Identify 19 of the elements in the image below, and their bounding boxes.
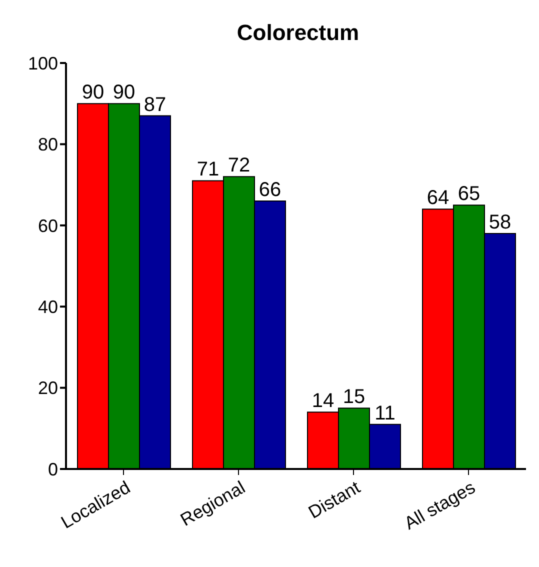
data-label: 64 (426, 187, 450, 210)
chart-title: Colorectum (236, 20, 360, 46)
y-tick-label: 100 (28, 53, 58, 74)
data-label: 72 (228, 154, 250, 177)
y-tick-label: 40 (38, 296, 58, 317)
y-tick-label: 20 (38, 378, 58, 398)
data-label: 11 (374, 402, 396, 424)
data-label: 65 (458, 183, 480, 206)
data-label: 90 (82, 82, 104, 104)
data-label: 14 (312, 390, 334, 412)
y-tick-label: 0 (48, 459, 58, 480)
y-tick-label: 60 (38, 216, 58, 236)
y-tick-label: 80 (38, 134, 58, 155)
data-label: 71 (196, 158, 220, 181)
data-label: 66 (258, 179, 282, 202)
data-label: 58 (488, 212, 512, 234)
data-label: 90 (112, 82, 136, 104)
data-label: 15 (342, 386, 366, 408)
data-label: 87 (144, 94, 166, 116)
